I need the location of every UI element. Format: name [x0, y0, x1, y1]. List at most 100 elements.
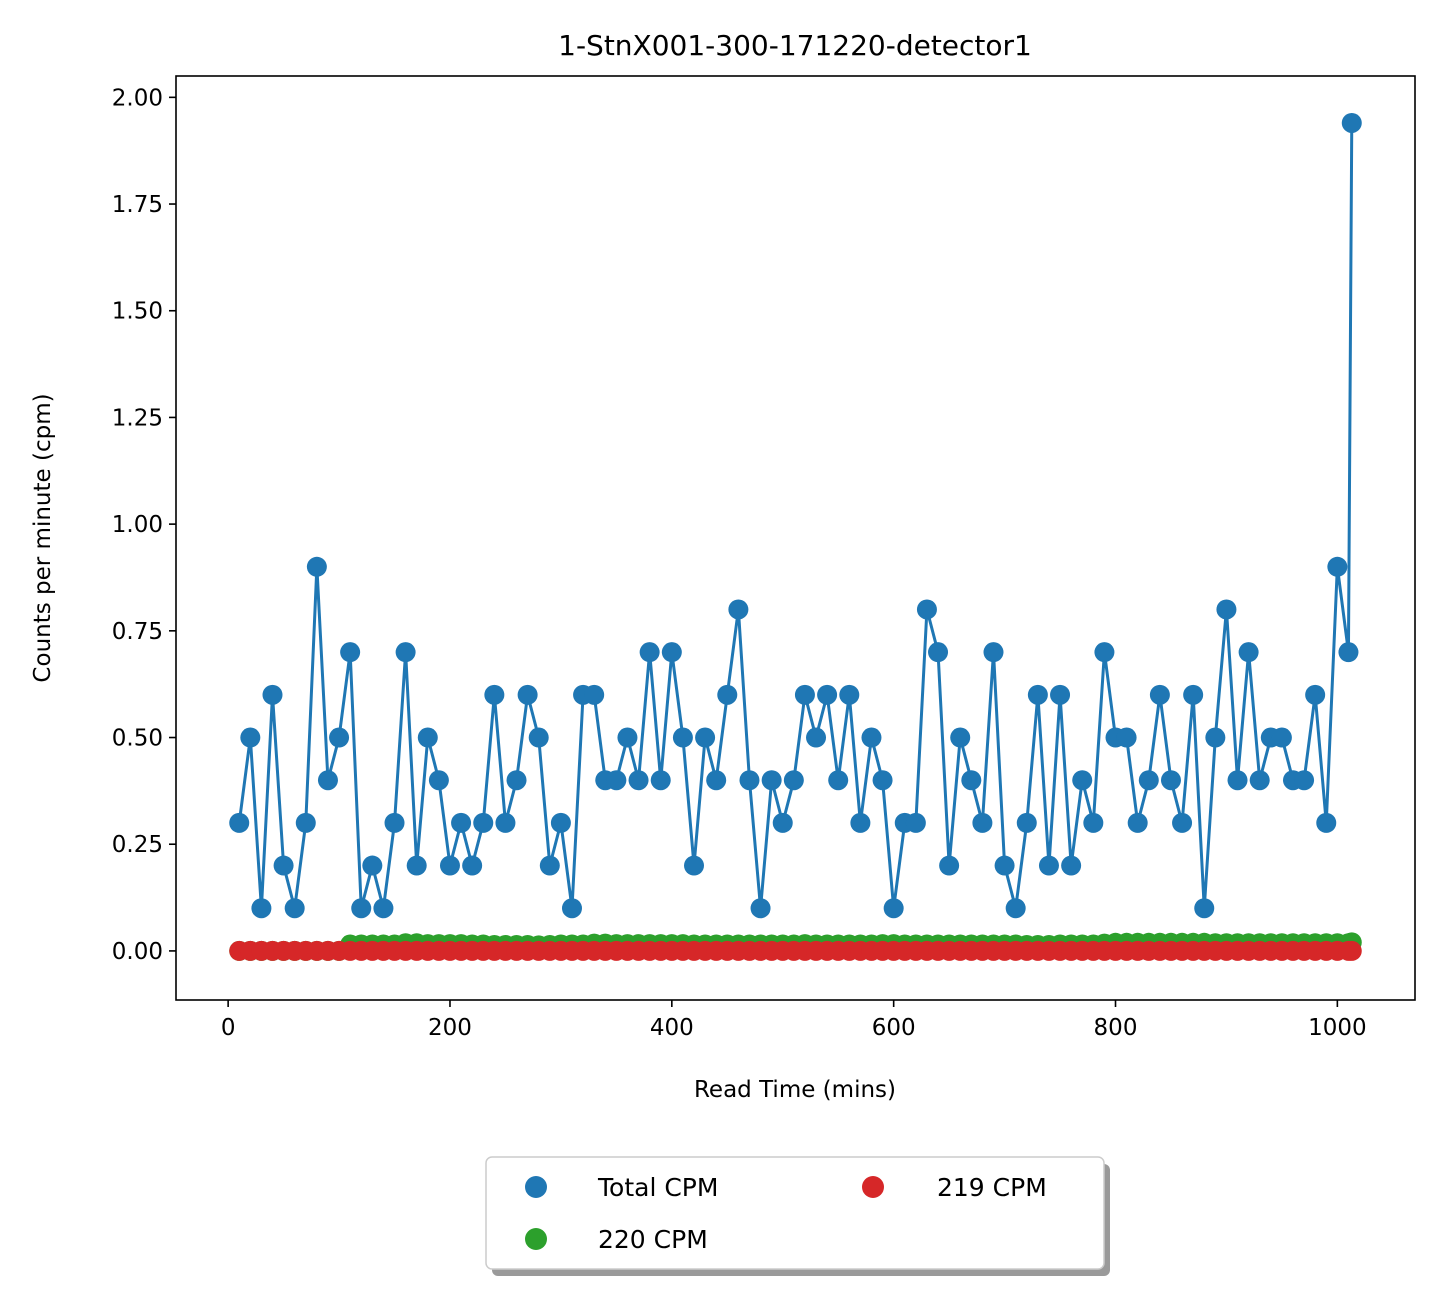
legend-marker-220-cpm [525, 1228, 547, 1250]
legend: Total CPM 220 CPM 219 CPM [485, 1156, 1110, 1276]
data-point-total-cpm [928, 642, 949, 663]
y-tick-label: 0.00 [112, 939, 163, 965]
data-point-total-cpm [317, 770, 338, 791]
data-point-total-cpm [806, 727, 827, 748]
data-point-total-cpm [1341, 112, 1362, 133]
data-point-total-cpm [1138, 770, 1159, 791]
data-point-total-cpm [495, 812, 516, 833]
data-point-total-cpm [428, 770, 449, 791]
data-point-total-cpm [1016, 812, 1037, 833]
y-tick-label: 1.00 [112, 512, 163, 538]
legend-label-total-cpm: Total CPM [597, 1173, 718, 1202]
data-point-total-cpm [828, 770, 849, 791]
x-tick-label: 1000 [1308, 1015, 1367, 1041]
legend-marker-total-cpm [525, 1176, 547, 1198]
y-tick-label: 0.25 [112, 832, 163, 858]
data-point-total-cpm [1050, 684, 1071, 705]
data-point-total-cpm [772, 812, 793, 833]
data-point-total-cpm [273, 855, 294, 876]
data-point-total-cpm [1271, 727, 1292, 748]
y-tick-label: 1.75 [112, 192, 163, 218]
data-point-total-cpm [817, 684, 838, 705]
data-point-total-cpm [1316, 812, 1337, 833]
data-point-total-cpm [750, 898, 771, 919]
data-point-total-cpm [706, 770, 727, 791]
y-tick-label: 2.00 [112, 85, 163, 111]
data-point-total-cpm [262, 684, 283, 705]
data-point-total-cpm [939, 855, 960, 876]
data-point-total-cpm [739, 770, 760, 791]
data-point-total-cpm [473, 812, 494, 833]
data-point-total-cpm [1338, 642, 1359, 663]
data-point-total-cpm [229, 812, 250, 833]
y-tick-label: 1.50 [112, 299, 163, 325]
y-tick-label: 0.75 [112, 619, 163, 645]
data-point-total-cpm [1183, 684, 1204, 705]
legend-label-220-cpm: 220 CPM [598, 1225, 708, 1254]
data-point-total-cpm [783, 770, 804, 791]
data-point-total-cpm [340, 642, 361, 663]
data-point-total-cpm [695, 727, 716, 748]
data-point-total-cpm [1127, 812, 1148, 833]
data-point-total-cpm [839, 684, 860, 705]
data-point-total-cpm [417, 727, 438, 748]
data-point-total-cpm [384, 812, 405, 833]
data-point-total-cpm [295, 812, 316, 833]
x-tick-label: 400 [650, 1015, 694, 1041]
data-point-total-cpm [1038, 855, 1059, 876]
data-point-total-cpm [650, 770, 671, 791]
series-total-cpm [229, 112, 1362, 919]
data-point-total-cpm [1305, 684, 1326, 705]
data-point-total-cpm [983, 642, 1004, 663]
data-point-total-cpm [1249, 770, 1270, 791]
data-point-total-cpm [1194, 898, 1215, 919]
data-point-total-cpm [1327, 556, 1348, 577]
data-point-total-cpm [528, 727, 549, 748]
data-point-total-cpm [1238, 642, 1259, 663]
data-point-total-cpm [883, 898, 904, 919]
data-point-total-cpm [684, 855, 705, 876]
y-tick-label: 1.25 [112, 405, 163, 431]
x-axis-label: Read Time (mins) [694, 1077, 896, 1103]
data-point-total-cpm [306, 556, 327, 577]
data-point-total-cpm [329, 727, 350, 748]
legend-box [485, 1156, 1105, 1270]
data-point-total-cpm [1294, 770, 1315, 791]
data-point-total-cpm [550, 812, 571, 833]
data-point-total-cpm [506, 770, 527, 791]
data-point-total-cpm [517, 684, 538, 705]
data-point-total-cpm [672, 727, 693, 748]
x-tick-label: 800 [1094, 1015, 1138, 1041]
data-point-total-cpm [395, 642, 416, 663]
x-tick-label: 600 [872, 1015, 916, 1041]
data-point-total-cpm [1027, 684, 1048, 705]
data-point-total-cpm [961, 770, 982, 791]
legend-label-219-cpm: 219 CPM [937, 1173, 1047, 1202]
data-point-total-cpm [972, 812, 993, 833]
series-219-cpm [229, 940, 1362, 961]
data-point-total-cpm [1061, 855, 1082, 876]
data-point-total-cpm [362, 855, 383, 876]
data-point-total-cpm [406, 855, 427, 876]
data-point-total-cpm [1216, 599, 1237, 620]
x-tick-label: 200 [428, 1015, 472, 1041]
data-point-total-cpm [728, 599, 749, 620]
data-point-total-cpm [994, 855, 1015, 876]
data-point-total-cpm [861, 727, 882, 748]
data-point-total-cpm [439, 855, 460, 876]
x-axis: 0 200 400 600 800 1000 [221, 1000, 1367, 1041]
data-point-total-cpm [1094, 642, 1115, 663]
data-point-219-cpm [1341, 940, 1362, 961]
data-point-total-cpm [484, 684, 505, 705]
data-point-total-cpm [617, 727, 638, 748]
legend-marker-219-cpm [862, 1176, 884, 1198]
data-point-total-cpm [351, 898, 372, 919]
y-tick-label: 0.50 [112, 726, 163, 752]
data-point-total-cpm [1116, 727, 1137, 748]
chart-title: 1-StnX001-300-171220-detector1 [558, 29, 1032, 62]
data-point-total-cpm [661, 642, 682, 663]
data-point-total-cpm [373, 898, 394, 919]
data-point-total-cpm [462, 855, 483, 876]
